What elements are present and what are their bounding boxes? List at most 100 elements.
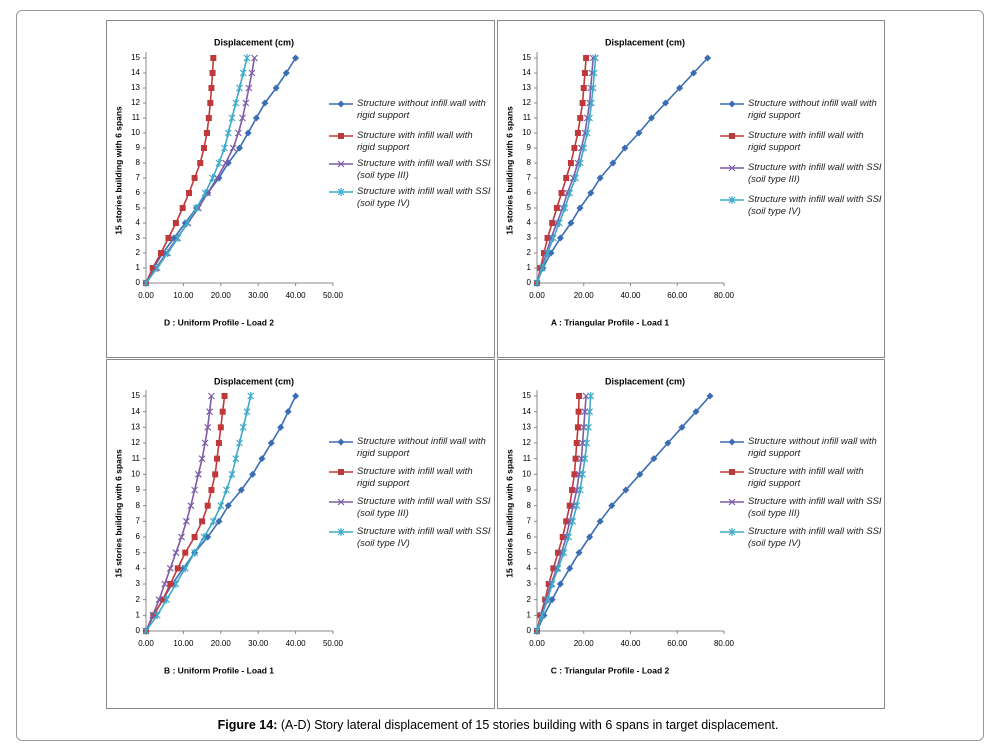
y-tick-label: 15 <box>131 391 140 400</box>
point <box>197 160 204 166</box>
y-tick-label: 14 <box>522 407 531 416</box>
point <box>153 264 161 272</box>
point <box>706 392 714 400</box>
point <box>583 439 591 447</box>
point <box>174 565 181 572</box>
point <box>560 548 568 557</box>
y-tick-label: 9 <box>136 485 141 494</box>
point <box>232 99 240 107</box>
point <box>636 470 644 478</box>
point <box>728 438 736 446</box>
legend-label: Structure with infill wall with SSI (soi… <box>357 158 491 181</box>
point <box>252 114 260 122</box>
series-line <box>536 57 587 284</box>
legend-label: Structure with infill wall with rigid su… <box>357 130 473 153</box>
chart-panel: Displacement (cm) 15 stories building wit… <box>106 359 495 709</box>
point <box>232 454 240 463</box>
point <box>292 392 300 400</box>
point <box>556 234 564 242</box>
point <box>579 100 586 106</box>
y-tick-label: 12 <box>522 438 531 447</box>
point <box>566 189 574 197</box>
point <box>205 115 212 121</box>
chart: Displacement (cm) 15 stories building wit… <box>113 37 491 327</box>
y-tick-label: 2 <box>527 248 532 257</box>
point <box>571 145 578 151</box>
point <box>728 164 736 172</box>
point <box>272 84 280 92</box>
point <box>183 219 191 227</box>
point <box>555 549 562 556</box>
point <box>267 439 275 447</box>
x-tick-label: 10.00 <box>173 639 194 648</box>
y-tick-label: 15 <box>522 391 531 400</box>
chart-panel: Displacement (cm) 15 stories building wit… <box>497 20 885 358</box>
y-tick-label: 1 <box>136 263 141 272</box>
point <box>215 159 223 167</box>
x-tick-label: 0.00 <box>529 291 545 300</box>
point <box>163 595 170 604</box>
point <box>243 407 251 416</box>
point <box>542 596 549 603</box>
point <box>559 534 566 540</box>
point <box>561 204 569 212</box>
point <box>576 393 583 399</box>
x-tick-label: 30.00 <box>248 639 269 648</box>
point <box>590 69 598 77</box>
y-tick-label: 2 <box>136 248 141 257</box>
point <box>575 408 582 415</box>
point <box>728 196 736 204</box>
point <box>215 174 223 182</box>
point <box>236 439 243 447</box>
point <box>200 533 208 541</box>
y-axis-label: 15 stories building with 6 spans <box>113 106 123 235</box>
chart-title: Displacement (cm) <box>214 376 294 386</box>
y-tick-label: 9 <box>527 485 532 494</box>
legend-entry: Structure with infill wall with SSI (soi… <box>748 526 882 549</box>
point <box>208 487 215 493</box>
point <box>217 424 224 431</box>
point <box>579 470 587 479</box>
point <box>236 84 243 92</box>
point <box>217 501 225 510</box>
y-tick-label: 8 <box>527 158 532 167</box>
point <box>548 596 556 604</box>
point <box>581 70 588 76</box>
y-tick-label: 10 <box>131 128 140 137</box>
y-tick-label: 13 <box>522 422 531 431</box>
y-tick-label: 11 <box>132 454 141 463</box>
y-tick-label: 6 <box>527 188 532 197</box>
point <box>576 204 584 212</box>
point <box>572 455 579 462</box>
series-line <box>536 57 594 284</box>
point <box>159 596 166 603</box>
series-line <box>145 57 297 284</box>
point <box>199 518 206 525</box>
point <box>258 455 266 463</box>
y-tick-label: 9 <box>527 143 532 152</box>
y-tick-label: 10 <box>131 469 140 478</box>
y-tick-label: 12 <box>522 98 531 107</box>
point <box>222 486 230 494</box>
point <box>563 518 570 525</box>
point <box>155 596 163 604</box>
point <box>576 486 584 494</box>
point <box>208 392 215 400</box>
point <box>583 55 590 61</box>
point <box>207 100 214 106</box>
point <box>608 502 616 510</box>
x-tick-label: 0.00 <box>138 291 154 300</box>
legend-entry: Structure without infill wall with rigid… <box>748 436 877 459</box>
series-line <box>536 57 709 284</box>
point <box>566 502 573 509</box>
y-tick-label: 7 <box>136 173 141 182</box>
point <box>589 84 597 92</box>
y-tick-label: 13 <box>131 422 140 431</box>
point <box>566 564 574 572</box>
legend-label: Structure with infill wall with rigid su… <box>748 130 864 153</box>
point <box>544 249 551 257</box>
point <box>548 580 556 588</box>
point <box>234 129 242 137</box>
point <box>224 129 232 137</box>
series-line <box>145 395 252 632</box>
